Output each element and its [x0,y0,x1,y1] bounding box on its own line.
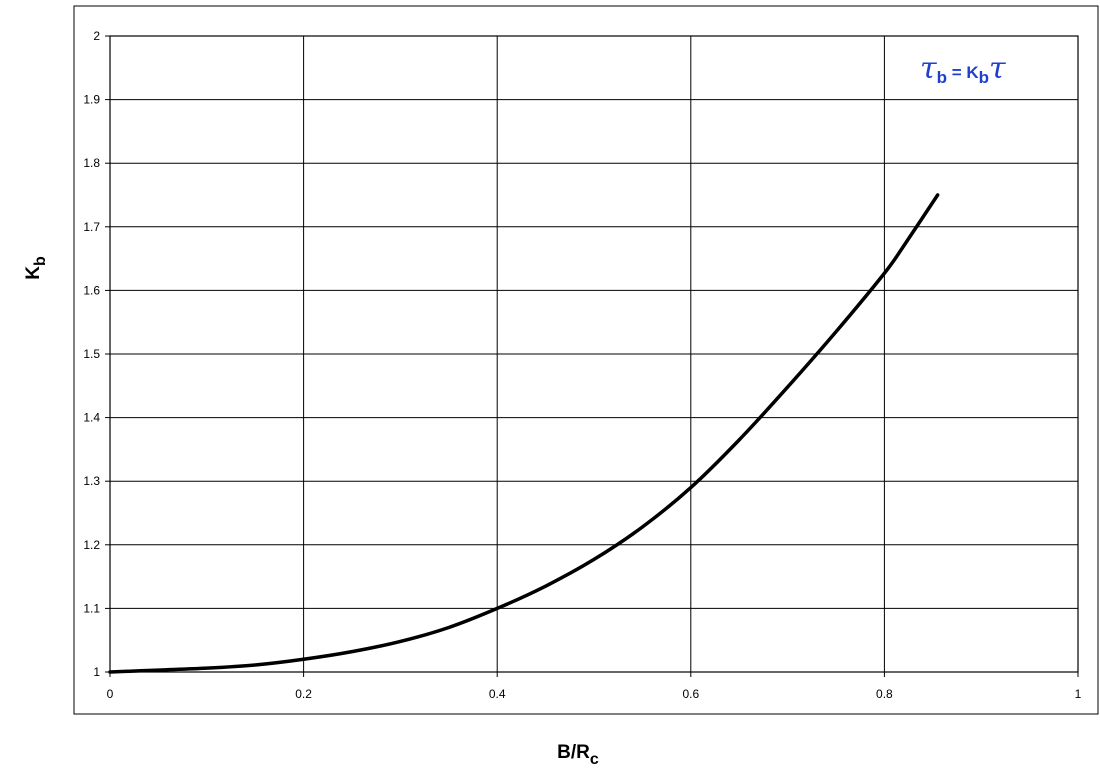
gridlines [105,35,1079,677]
y-tick-label: 1.2 [83,538,100,552]
series-line [108,193,940,674]
x-axis-title-sub: c [590,751,599,768]
x-tick-label: 0 [107,687,114,701]
x-tick-label: 0.8 [876,687,893,701]
y-tick-label: 1.4 [83,411,100,425]
y-tick-labels: 1 1.1 1.2 1.3 1.4 1.5 1.6 1.7 1.8 1.9 2 [83,29,100,679]
annotation-k-sub: b [979,68,989,87]
x-tick-label: 1 [1075,687,1082,701]
y-tick-label: 1.3 [83,474,100,488]
y-tick-label: 1.1 [83,601,100,615]
x-tick-label: 0.6 [682,687,699,701]
y-axis-title-main: K [23,266,44,280]
series-layer [108,193,940,674]
x-tick-label: 0.2 [295,687,312,701]
y-tick-label: 1.8 [83,156,100,170]
x-axis-title: B/Rc [557,742,599,768]
y-tick-label: 1 [93,665,100,679]
annotation-tau-right: τ [989,51,1006,86]
y-tick-label: 1.5 [83,347,100,361]
x-tick-label: 0.4 [489,687,506,701]
annotation-tau-left: τ [920,51,937,86]
annotation-equals: = K [947,63,979,82]
annotation-tau-left-sub: b [937,68,947,87]
y-tick-label: 2 [93,29,100,43]
y-tick-label: 1.9 [83,93,100,107]
y-tick-label: 1.6 [83,283,100,297]
x-tick-labels: 0 0.2 0.4 0.6 0.8 1 [107,687,1082,701]
y-tick-label: 1.7 [83,220,100,234]
y-axis-title: Kb [23,256,49,280]
y-axis-title-sub: b [32,256,49,266]
formula-annotation: τb = Kbτ [920,51,1006,87]
x-axis-title-main: B/R [557,742,590,763]
